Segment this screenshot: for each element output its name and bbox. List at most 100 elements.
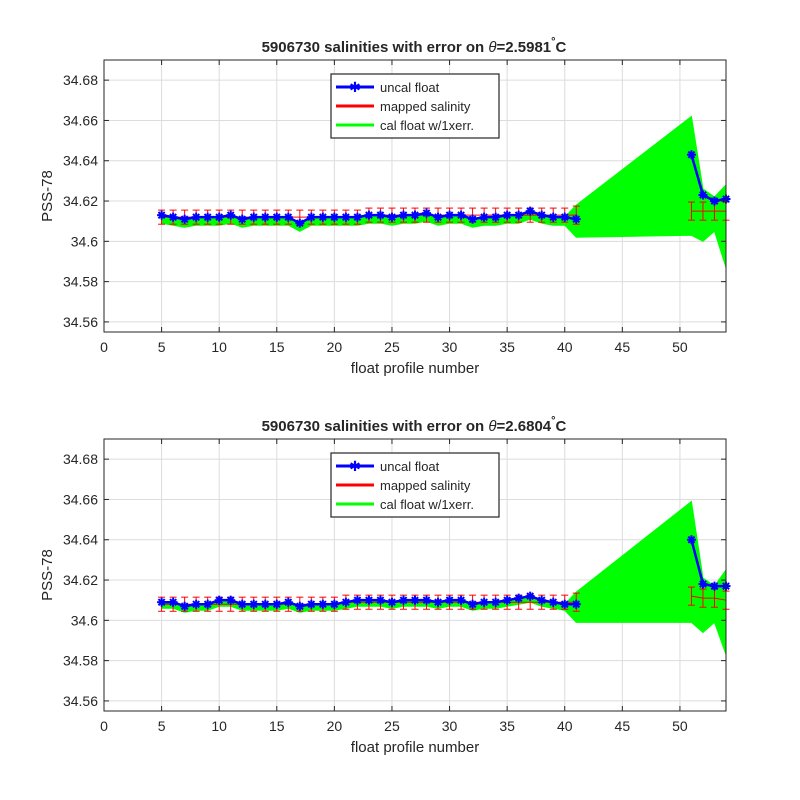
uncal-float-marker <box>445 595 455 605</box>
y-tick-label: 34.66 <box>63 491 98 507</box>
x-tick-label: 10 <box>211 339 227 355</box>
legend-entry-mapped-salinity: mapped salinity <box>380 99 471 114</box>
uncal-float-marker <box>445 210 455 220</box>
uncal-float-marker <box>283 597 293 607</box>
uncal-float-marker <box>260 212 270 222</box>
x-tick-label: 30 <box>442 718 458 734</box>
chart-2-axes-box <box>103 438 727 712</box>
uncal-float-marker <box>341 597 351 607</box>
uncal-float-marker <box>398 210 408 220</box>
x-tick-label: 45 <box>615 339 631 355</box>
chart-2-uncal-float <box>157 535 731 611</box>
uncal-float-marker <box>364 595 374 605</box>
uncal-float-marker <box>203 212 213 222</box>
uncal-float-marker <box>387 597 397 607</box>
uncal-float-marker <box>387 212 397 222</box>
uncal-float-marker <box>525 591 535 601</box>
uncal-float-marker <box>537 595 547 605</box>
x-tick-label: 15 <box>269 718 285 734</box>
mapped-error-bar <box>687 586 695 606</box>
uncal-float-marker <box>375 595 385 605</box>
y-tick-label: 34.56 <box>63 314 98 330</box>
uncal-float-marker <box>237 214 247 224</box>
x-tick-label: 10 <box>211 718 227 734</box>
x-tick-label: 40 <box>557 718 573 734</box>
legend-entry-mapped-salinity: mapped salinity <box>380 478 471 493</box>
x-tick-label: 20 <box>327 718 343 734</box>
x-tick-label: 50 <box>672 339 688 355</box>
legend-entry-cal-float: cal float w/1xerr. <box>380 497 474 512</box>
uncal-float-marker <box>249 212 259 222</box>
uncal-float-marker <box>479 212 489 222</box>
uncal-float-marker <box>686 150 696 160</box>
chart-1-ticks: 0 5 10 15 20 25 30 35 40 45 50 34.56 34.58 34.6 34.62 3… <box>63 60 726 355</box>
x-tick-label: 35 <box>499 718 515 734</box>
salinity-chart-2: 5906730 salinities with error on θ=2.680… <box>39 415 731 756</box>
uncal-float-marker <box>272 212 282 222</box>
uncal-float-marker <box>468 599 478 609</box>
y-tick-label: 34.68 <box>63 72 98 88</box>
x-tick-label: 5 <box>158 339 166 355</box>
chart-2-legend[interactable]: ✱ uncal float mapped salinity cal float … <box>330 452 500 518</box>
mapped-salinity-line <box>691 595 727 601</box>
chart-2-ticks: 0 5 10 15 20 25 30 35 40 45 50 34.56 34.58 34.6 34.62 3… <box>63 439 726 734</box>
uncal-float-marker <box>410 210 420 220</box>
uncal-float-marker <box>514 210 524 220</box>
uncal-float-marker <box>514 593 524 603</box>
y-tick-label: 34.56 <box>63 693 98 709</box>
y-tick-label: 34.62 <box>63 572 98 588</box>
y-tick-label: 34.58 <box>63 274 98 290</box>
x-tick-label: 0 <box>100 339 108 355</box>
uncal-float-marker <box>318 599 328 609</box>
x-tick-label: 25 <box>384 339 400 355</box>
uncal-float-marker <box>352 595 362 605</box>
uncal-float-marker <box>329 599 339 609</box>
chart-1-y-axis-label: PSS-78 <box>39 170 56 222</box>
uncal-float-marker <box>398 595 408 605</box>
uncal-float-marker <box>686 535 696 545</box>
uncal-float-marker <box>283 212 293 222</box>
legend-entry-uncal-float: uncal float <box>380 459 440 474</box>
y-tick-label: 34.62 <box>63 193 98 209</box>
y-tick-label: 34.6 <box>71 612 98 628</box>
uncal-float-marker <box>491 212 501 222</box>
uncal-float-line <box>690 539 726 588</box>
uncal-float-line <box>690 154 727 203</box>
uncal-float-marker <box>468 214 478 224</box>
legend-uncal-marker-icon: ✱ <box>349 79 361 95</box>
chart-1-legend[interactable]: ✱ uncal float mapped salinity cal float … <box>330 73 500 139</box>
uncal-float-marker <box>249 599 259 609</box>
x-tick-label: 25 <box>384 718 400 734</box>
uncal-float-marker <box>456 210 466 220</box>
uncal-float-marker <box>502 210 512 220</box>
x-tick-label: 0 <box>100 718 108 734</box>
chart-2-title: 5906730 salinities with error on θ=2.680… <box>262 415 567 435</box>
uncal-float-marker <box>260 599 270 609</box>
x-tick-label: 15 <box>269 339 285 355</box>
x-tick-label: 35 <box>499 339 515 355</box>
uncal-float-marker <box>341 212 351 222</box>
uncal-float-marker <box>306 599 316 609</box>
uncal-float-marker <box>433 212 443 222</box>
salinity-chart-1: 5906730 salinities with error on θ=2.598… <box>39 36 731 377</box>
uncal-float-marker <box>295 218 305 228</box>
x-tick-label: 50 <box>672 718 688 734</box>
uncal-float-marker <box>318 212 328 222</box>
uncal-float-marker <box>272 599 282 609</box>
y-tick-label: 34.68 <box>63 451 98 467</box>
uncal-float-marker <box>456 595 466 605</box>
uncal-float-marker <box>502 595 512 605</box>
uncal-float-marker <box>560 599 570 609</box>
legend-entry-cal-float: cal float w/1xerr. <box>380 118 474 133</box>
chart-1-uncal-float <box>157 150 731 228</box>
uncal-float-marker <box>295 601 305 611</box>
uncal-float-marker <box>168 212 178 222</box>
uncal-float-marker <box>157 597 167 607</box>
uncal-float-marker <box>571 214 581 224</box>
uncal-float-marker <box>525 206 535 216</box>
uncal-float-marker <box>157 210 167 220</box>
x-tick-label: 30 <box>442 339 458 355</box>
uncal-float-marker <box>203 599 213 609</box>
y-tick-label: 34.66 <box>63 112 98 128</box>
